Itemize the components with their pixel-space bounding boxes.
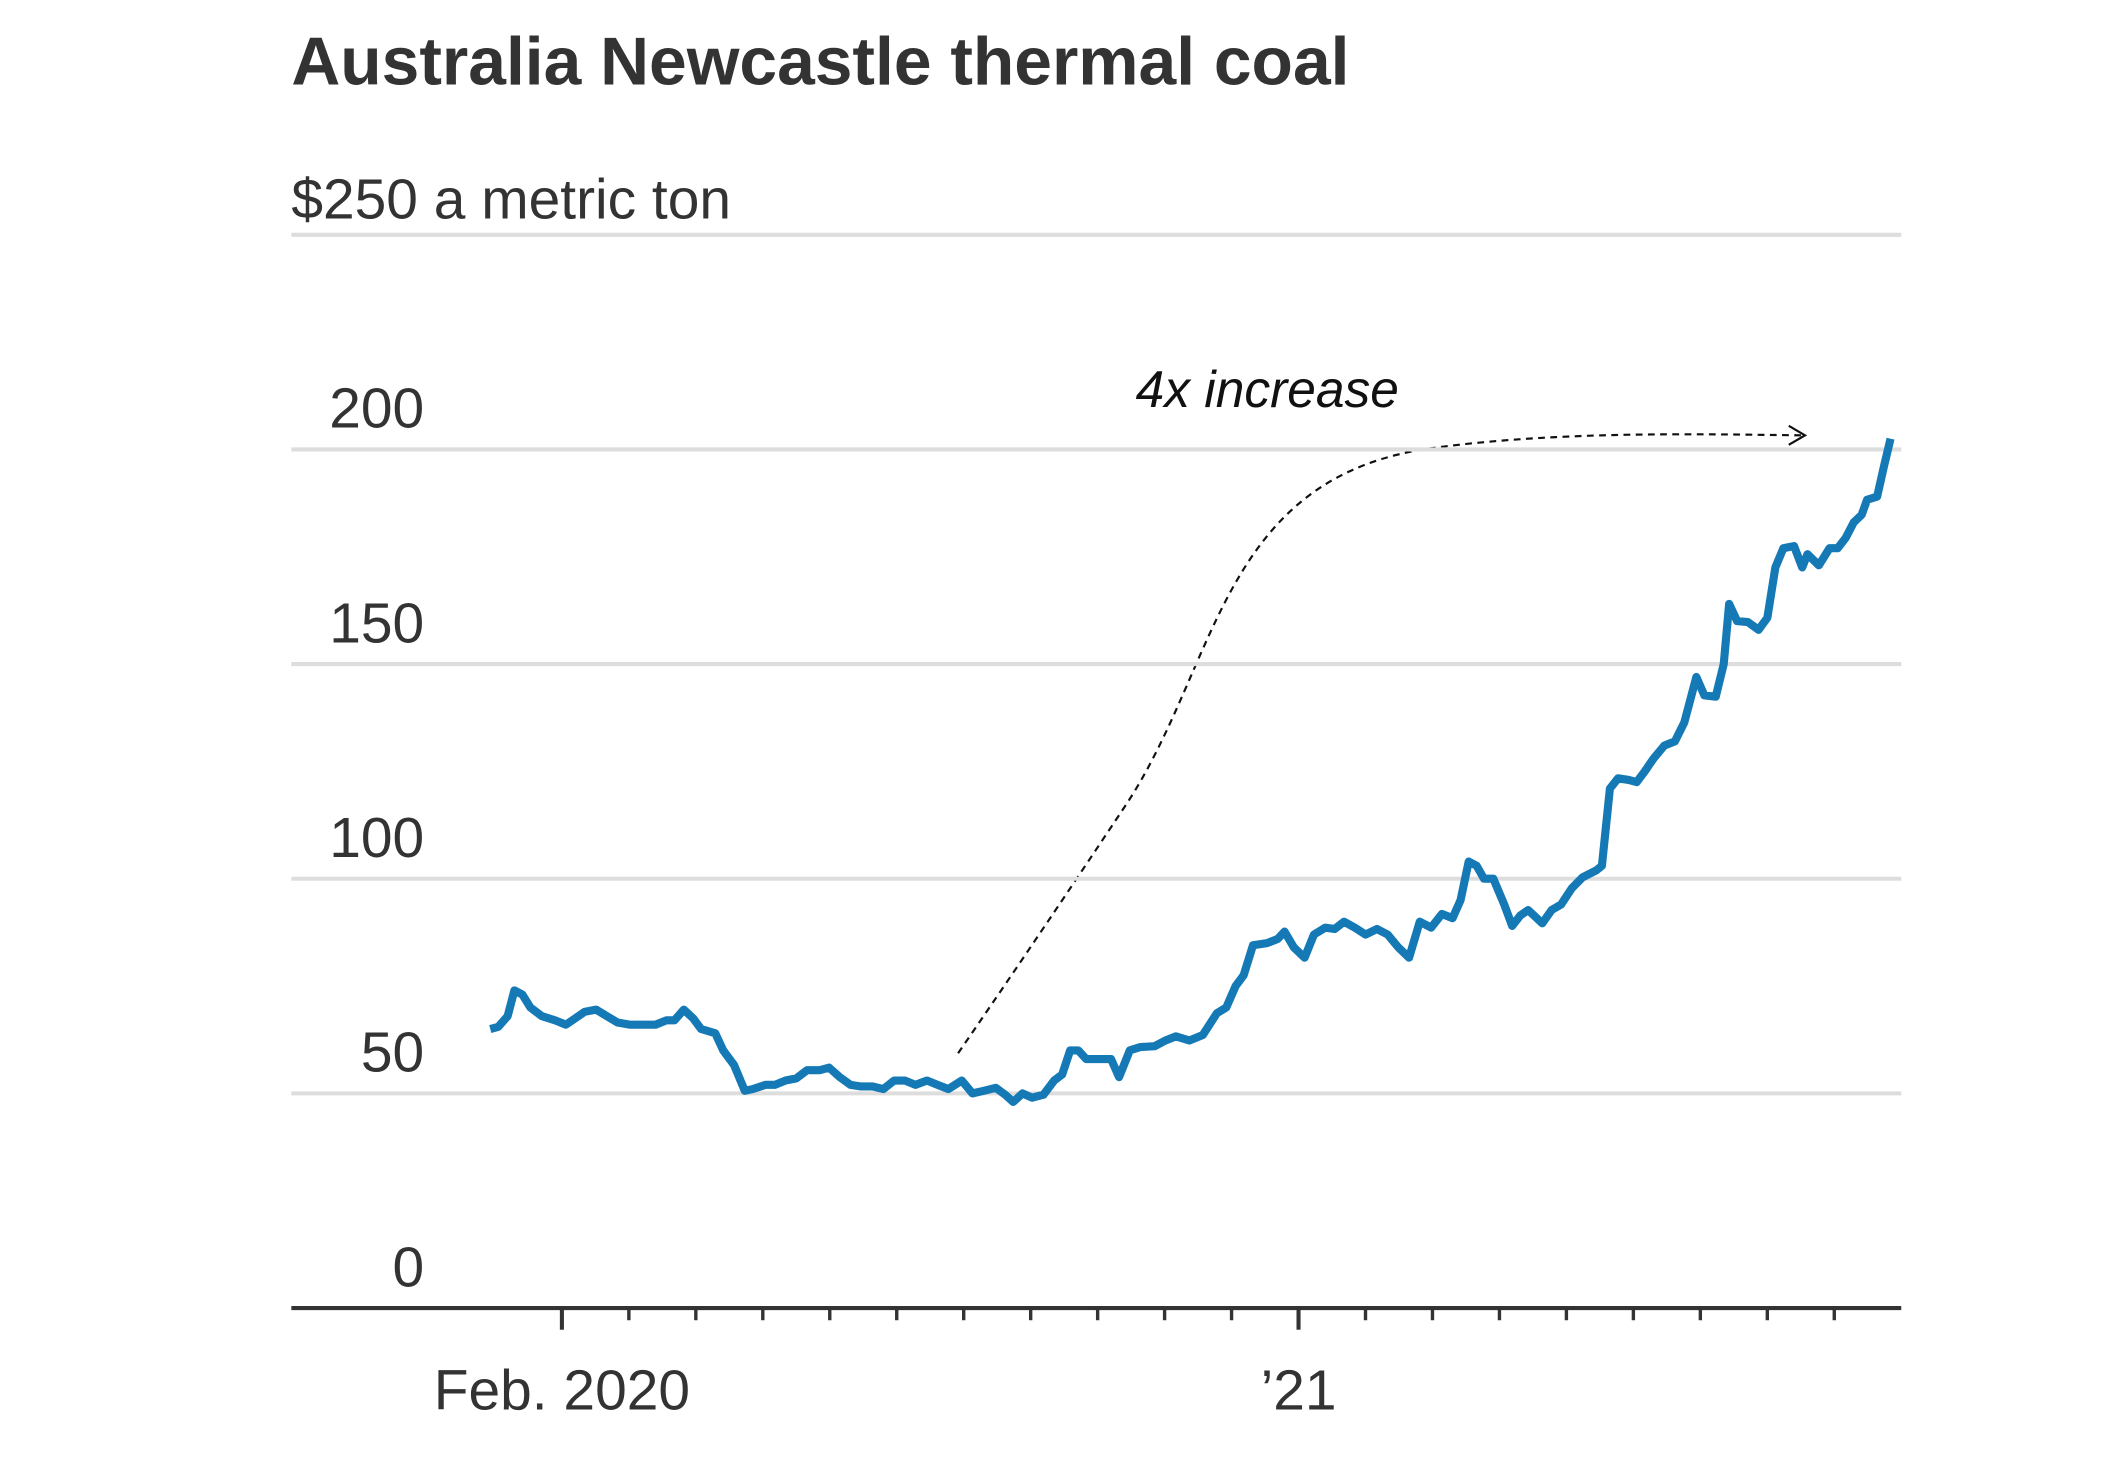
- annotation-arrow: [957, 433, 1803, 1054]
- annotation: 4x increase: [1136, 360, 1399, 418]
- y-tick-label: $250 a metric ton: [291, 168, 731, 232]
- y-tick-label: 150: [329, 591, 424, 655]
- arrow-head: [1788, 424, 1808, 446]
- chart-title: Australia Newcastle thermal coal: [291, 24, 1349, 99]
- y-tick-label: 0: [392, 1235, 424, 1299]
- y-tick-label: 100: [329, 806, 424, 870]
- y-tick-label: 50: [361, 1021, 424, 1085]
- y-tick-label: 200: [329, 377, 424, 441]
- x-tick-label: Feb. 2020: [434, 1359, 690, 1423]
- x-tick-label: ’21: [1261, 1359, 1337, 1423]
- price-line: [489, 437, 1895, 1106]
